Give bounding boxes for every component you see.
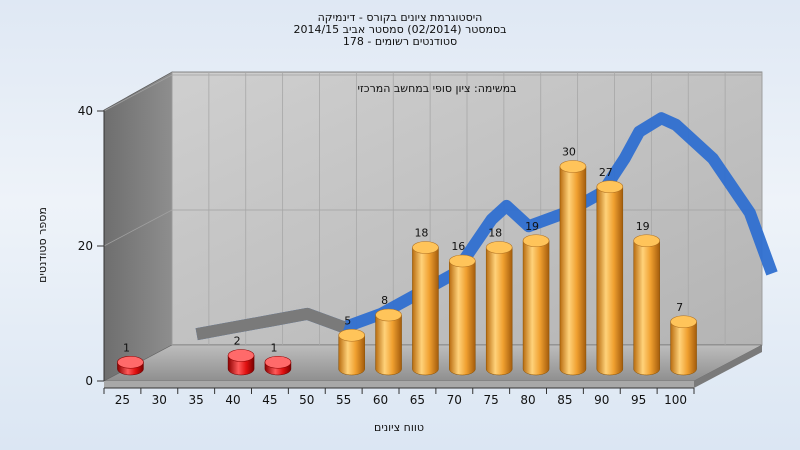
bar-top — [449, 254, 476, 268]
bar-body — [375, 314, 402, 376]
bar-value-label: 18 — [414, 227, 428, 240]
y-axis-label: מספר סטודנטים — [36, 207, 49, 283]
x-tick-label: 50 — [299, 393, 314, 407]
bar-body — [449, 260, 476, 376]
x-tick-label: 55 — [336, 393, 351, 407]
distribution-curve — [195, 112, 778, 341]
gridline-side — [103, 209, 173, 247]
bar-top — [522, 234, 550, 248]
bar-top — [596, 180, 624, 194]
x-tick-label: 90 — [594, 393, 609, 407]
bar-value-label: 2 — [234, 335, 241, 348]
x-tick-label: 60 — [373, 393, 388, 407]
x-tick-label: 85 — [557, 393, 572, 407]
bar — [227, 349, 255, 376]
bar-top — [338, 328, 365, 342]
bar-value-label: 1 — [270, 341, 277, 354]
bar-body — [412, 247, 439, 376]
bar — [485, 241, 513, 376]
bar-top — [670, 315, 697, 329]
grid-lines — [103, 72, 763, 345]
bar-body — [633, 240, 660, 376]
bar-body — [670, 321, 697, 376]
bar — [338, 328, 365, 376]
x-tick-label: 25 — [115, 393, 130, 407]
bar-value-label: 18 — [488, 227, 502, 240]
x-tick-label: 65 — [410, 393, 425, 407]
chart-title-line-3: סטודנטים רשומים - 178 — [342, 35, 458, 48]
bar-value-label: 30 — [562, 146, 576, 159]
floor-edge-front — [104, 381, 694, 388]
bar-top — [485, 241, 513, 254]
bar-top — [412, 241, 439, 254]
bar — [375, 308, 402, 376]
chart-annotation: במשימה: ציון סופי במחשב המרכזי — [357, 82, 516, 95]
x-tick-label: 75 — [484, 393, 499, 407]
side-wall — [103, 71, 173, 382]
bar — [559, 160, 587, 376]
y-tick-label: 40 — [78, 104, 93, 118]
bar-body — [485, 247, 513, 376]
bar-top — [117, 355, 144, 369]
bar-body — [559, 166, 587, 376]
bar-body — [596, 186, 624, 376]
x-tick-label: 35 — [189, 393, 204, 407]
floor-edge-side — [694, 345, 762, 388]
bar-value-label: 8 — [381, 294, 388, 307]
bar-top — [227, 349, 255, 362]
bar-value-label: 16 — [451, 240, 465, 253]
bar-value-label: 7 — [676, 301, 683, 314]
bar-value-label: 19 — [525, 220, 539, 233]
x-tick-label: 45 — [262, 393, 277, 407]
bar-value-label: 1 — [123, 341, 130, 354]
bar — [522, 234, 550, 376]
bar — [264, 355, 292, 376]
bar — [412, 241, 439, 376]
y-tick-label: 0 — [85, 374, 93, 388]
bar — [596, 180, 624, 376]
bar — [449, 254, 476, 376]
bar — [633, 234, 660, 376]
bar — [670, 315, 697, 376]
y-tick-label: 20 — [78, 239, 93, 253]
bar-top — [559, 160, 587, 173]
bar-top — [375, 308, 402, 322]
curve-band-shadow — [195, 307, 347, 341]
x-tick-label: 95 — [631, 393, 646, 407]
x-tick-label: 70 — [447, 393, 462, 407]
gridline-side — [103, 74, 173, 112]
bar — [117, 355, 144, 376]
x-tick-label: 80 — [520, 393, 535, 407]
x-axis-label: טווח ציונים — [374, 421, 424, 434]
x-tick-label: 40 — [225, 393, 240, 407]
x-tick-label: 100 — [664, 393, 687, 407]
bar-value-label: 5 — [344, 314, 351, 327]
bar-value-label: 27 — [599, 166, 613, 179]
bar-series — [117, 160, 697, 376]
bar-value-label: 19 — [636, 220, 650, 233]
data-labels: 1 2 1 5 8 18 16 18 19 30 27 19 7 — [123, 146, 683, 355]
bar-body — [522, 240, 550, 376]
x-tick-label: 30 — [152, 393, 167, 407]
chart-title-line-2: בסמסטר (02/2014) סמסטר אביב 2014/15 — [293, 23, 507, 36]
chart-title-line-1: היסטוגרמת ציונים בקורס - דינמיקה — [317, 11, 483, 24]
bar-body — [338, 335, 365, 376]
bar-top — [264, 355, 292, 369]
bar-top — [633, 234, 660, 248]
